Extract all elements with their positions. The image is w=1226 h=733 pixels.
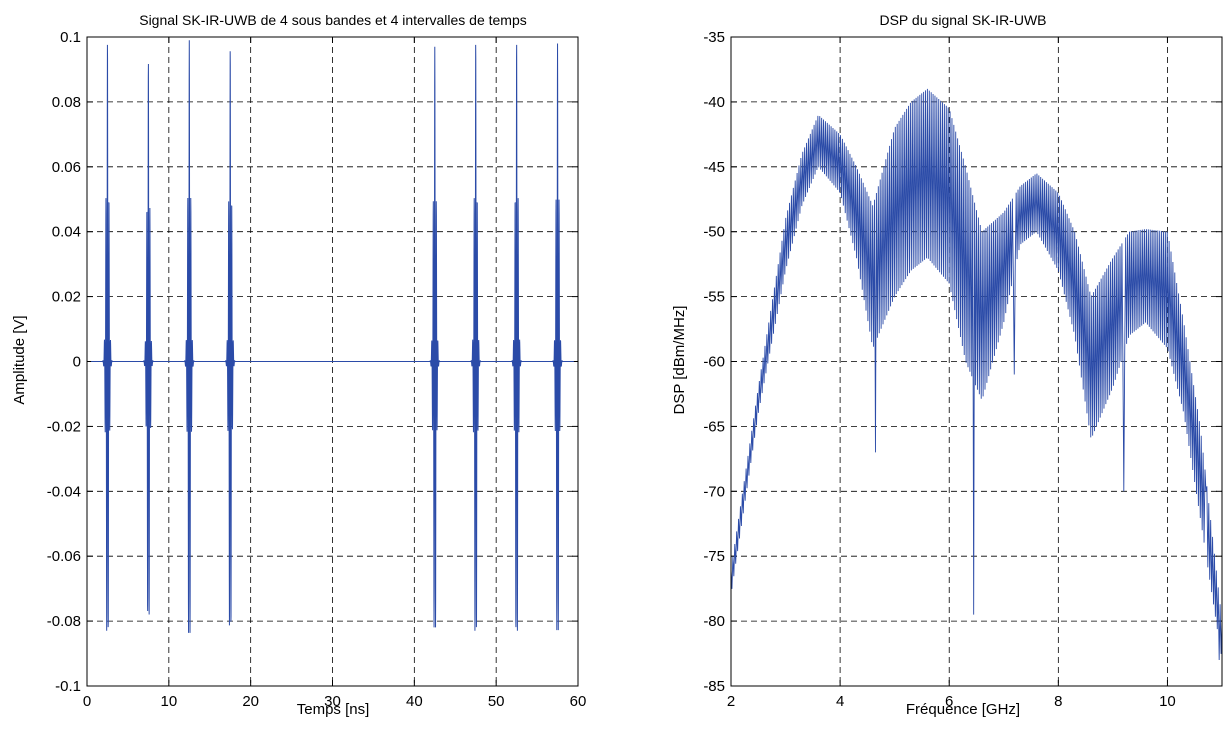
dsp-xlabel: Fréquence [GHz]	[906, 701, 1020, 718]
dsp-y-tick-label: -65	[703, 418, 725, 435]
time-signal-subplot: Signal SK-IR-UWB de 4 sous bandes et 4 i…	[11, 12, 586, 718]
time-y-tick-label: 0.02	[52, 289, 81, 306]
dsp-y-tick-label: -70	[703, 483, 725, 500]
time-y-tick-label: -0.08	[47, 613, 81, 630]
dsp-y-tick-label: -85	[703, 678, 725, 695]
dsp-x-tick-label: 6	[945, 693, 953, 710]
time-x-tick-label: 30	[324, 693, 341, 710]
dsp-y-tick-label: -80	[703, 613, 725, 630]
time-x-tick-label: 0	[83, 693, 91, 710]
time-axes-box	[86, 36, 579, 687]
time-x-tick-label: 60	[570, 693, 587, 710]
dsp-title: DSP du signal SK-IR-UWB	[879, 12, 1046, 28]
dsp-axes-box	[730, 36, 1223, 687]
time-y-tick-label: 0	[73, 354, 81, 371]
time-y-tick-label: 0.04	[52, 224, 81, 241]
time-signal-series-line	[91, 40, 574, 633]
time-y-tick-label: 0.08	[52, 94, 81, 111]
dsp-y-tick-label: -40	[703, 94, 725, 111]
dsp-series-line	[730, 88, 1223, 661]
dsp-y-tick-label: -45	[703, 159, 725, 176]
time-y-tick-label: -0.06	[47, 548, 81, 565]
dsp-x-tick-label: 8	[1054, 693, 1062, 710]
time-signal-xlabel: Temps [ns]	[297, 701, 370, 718]
time-y-tick-label: 0.06	[52, 159, 81, 176]
time-y-tick-label: -0.1	[55, 678, 81, 695]
dsp-x-tick-label: 2	[727, 693, 735, 710]
time-signal-title: Signal SK-IR-UWB de 4 sous bandes et 4 i…	[139, 12, 527, 28]
time-x-tick-label: 50	[488, 693, 505, 710]
dsp-y-tick-label: -50	[703, 224, 725, 241]
time-x-tick-label: 10	[160, 693, 177, 710]
dsp-ylabel: DSP [dBm/MHz]	[671, 306, 688, 415]
dsp-subplot: DSP du signal SK-IR-UWB Fréquence [GHz] …	[671, 12, 1223, 718]
time-signal-ylabel: Amplitude [V]	[11, 315, 28, 404]
dsp-y-tick-label: -35	[703, 29, 725, 46]
time-y-tick-label: -0.02	[47, 418, 81, 435]
time-y-tick-label: -0.04	[47, 483, 81, 500]
dsp-x-tick-label: 10	[1159, 693, 1176, 710]
dsp-y-tick-label: -55	[703, 289, 725, 306]
time-x-tick-label: 20	[242, 693, 259, 710]
dsp-y-tick-label: -75	[703, 548, 725, 565]
time-y-tick-label: 0.1	[60, 29, 81, 46]
time-x-tick-label: 40	[406, 693, 423, 710]
dsp-x-tick-label: 4	[836, 693, 844, 710]
dsp-y-tick-label: -60	[703, 354, 725, 371]
